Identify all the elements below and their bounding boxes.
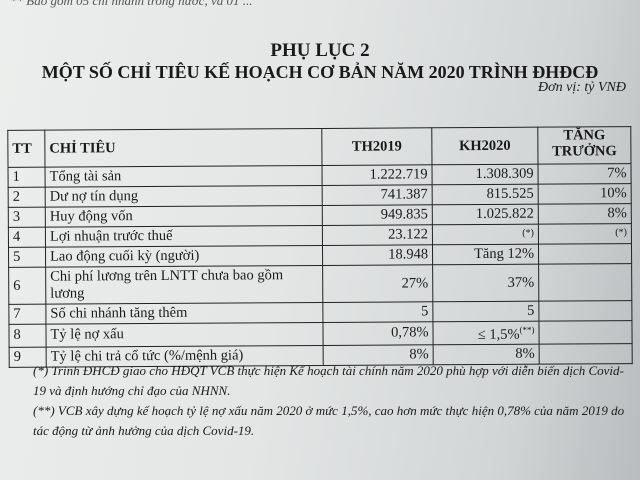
cell-tt: 3 — [8, 207, 46, 228]
cell-text: 0,78% — [391, 324, 429, 341]
cell-text: Lợi nhuận trước thuế — [49, 227, 173, 245]
cell-name: Lao động cuối kỳ (người) — [45, 245, 323, 268]
cell-text: 10% — [600, 185, 627, 202]
cell-text: 2 — [12, 188, 20, 205]
cell-text: Dư nợ tín dụng — [49, 188, 139, 205]
cell-tt: 7 — [8, 304, 46, 325]
header-kh2020: KH2020 — [431, 127, 538, 165]
cell-text: 3 — [12, 208, 21, 225]
cell-text: 8% — [515, 345, 535, 362]
top-cut-note: ** Bao gồm 05 chi nhánh trong nước, và 0… — [10, 0, 253, 8]
cell-growth: 7% — [537, 163, 632, 185]
cell-th2019: 18.948 — [322, 244, 433, 266]
cell-tt: 1 — [8, 167, 46, 188]
cell-tt: 5 — [8, 247, 46, 268]
cell-th2019: 27% — [322, 264, 433, 303]
cell-name: Chi phí lương trên LNTT chưa bao gồm lươ… — [45, 265, 323, 305]
cell-text: 27% — [401, 274, 429, 292]
cell-text: 1.025.822 — [475, 205, 534, 223]
cell-text: 949.835 — [380, 206, 428, 223]
cell-text: 5 — [527, 302, 535, 319]
cell-text: ≤ 1,5% — [477, 326, 520, 343]
cell-growth: 10% — [538, 183, 632, 205]
cell-name: Lợi nhuận trước thuế — [45, 225, 323, 248]
cell-text: 5 — [421, 303, 429, 320]
cell-growth — [538, 243, 632, 265]
header-name: CHỈ TIÊU — [44, 128, 323, 168]
cell-kh2020: 37% — [432, 264, 539, 302]
cell-th2019: 5 — [322, 301, 433, 323]
cell-text: 9 — [13, 348, 21, 365]
footnote-2: (**) VCB xây dựng kế hoạch tỷ lệ nợ xấu … — [33, 403, 625, 438]
cell-th2019: 949.835 — [322, 204, 433, 226]
cell-text: 4 — [12, 228, 21, 245]
cell-th2019: 741.387 — [322, 184, 433, 206]
cell-tt: 4 — [8, 227, 46, 248]
cell-text: 18.948 — [388, 246, 429, 263]
cell-tt: 6 — [8, 267, 46, 305]
cell-kh2020: 815.525 — [432, 184, 539, 205]
cell-kh2020: 1.025.822 — [432, 204, 539, 225]
cell-name: Huy động vốn — [45, 205, 323, 228]
cell-text: 7% — [607, 165, 627, 182]
cell-text: 8% — [409, 346, 429, 363]
cell-th2019: 1.222.719 — [322, 164, 433, 186]
cell-text: 37% — [507, 274, 535, 291]
cell-text: 1 — [12, 168, 20, 185]
cell-text: 815.525 — [486, 185, 534, 202]
cell-tt: 8 — [8, 324, 47, 348]
cell-kh2020: ≤ 1,5%(**) — [432, 321, 540, 345]
cell-text: 1.222.719 — [369, 166, 428, 183]
cell-th2019: 23.122 — [322, 224, 433, 246]
cell-growth — [538, 320, 633, 344]
footnotes: (*) Trình ĐHCĐ giao cho HĐQT VCB thực hi… — [33, 361, 633, 441]
header-growth: TĂNG TRƯỞNG — [537, 126, 631, 165]
cell-growth — [538, 263, 632, 302]
cell-text: 6 — [13, 277, 21, 294]
cell-name: Tổng tài sản — [45, 165, 323, 188]
cell-tt: 2 — [8, 187, 46, 208]
cell-text: (*) — [615, 227, 627, 239]
cell-kh2020: 1.308.309 — [432, 164, 539, 185]
cell-text: Lao động cuối kỳ (người) — [50, 247, 200, 265]
table-row: 6 Chi phí lương trên LNTT chưa bao gồm lư… — [8, 263, 632, 305]
cell-growth — [538, 300, 632, 322]
cell-growth: (*) — [538, 223, 632, 245]
cell-text: 5 — [13, 248, 21, 265]
cell-text: (*) — [522, 227, 534, 239]
cell-name: Số chi nhánh tăng thêm — [45, 302, 323, 325]
cell-text: 8% — [607, 205, 627, 222]
document-subtitle: MỘT SỐ CHỈ TIÊU KẾ HOẠCH CƠ BẢN NĂM 2020… — [41, 62, 599, 82]
cell-text: 1.308.309 — [475, 165, 534, 183]
document-title: PHỤ LỤC 2 — [270, 40, 370, 61]
footnote-1: (*) Trình ĐHCĐ giao cho HĐQT VCB thực hi… — [33, 363, 624, 398]
cell-text: Chi phí lương trên LNTT chưa bao gồm lươ… — [50, 267, 284, 302]
cell-text: Huy động vốn — [49, 208, 133, 225]
cell-text: 8 — [13, 327, 21, 344]
cell-growth: 8% — [538, 203, 632, 225]
cell-kh2020: 5 — [432, 301, 539, 322]
cell-text: 741.387 — [380, 186, 428, 203]
cell-th2019: 0,78% — [322, 321, 434, 346]
header-tt: TT — [7, 130, 46, 168]
footnote-mark: (**) — [519, 324, 535, 335]
cell-kh2020: Tăng 12% — [432, 244, 539, 265]
cell-text: Tổng tài sản — [49, 168, 122, 185]
cell-text: 23.122 — [388, 226, 428, 243]
cell-text: 7 — [13, 305, 21, 322]
header-th2019: TH2019 — [321, 127, 433, 166]
cell-name: Tỷ lệ nợ xấu — [45, 322, 324, 348]
cell-text: Tăng 12% — [473, 245, 535, 263]
cell-text: Số chi nhánh tăng thêm — [50, 304, 188, 322]
cell-kh2020: (*) — [432, 224, 539, 245]
cell-name: Dư nợ tín dụng — [45, 185, 323, 208]
table-header: TT CHỈ TIÊU TH2019 KH2020 TĂNG TRƯỞNG — [7, 126, 631, 168]
unit-label: Đơn vị: tỷ VNĐ — [538, 80, 626, 95]
cell-text: Tỷ lệ nợ xấu — [50, 326, 124, 344]
